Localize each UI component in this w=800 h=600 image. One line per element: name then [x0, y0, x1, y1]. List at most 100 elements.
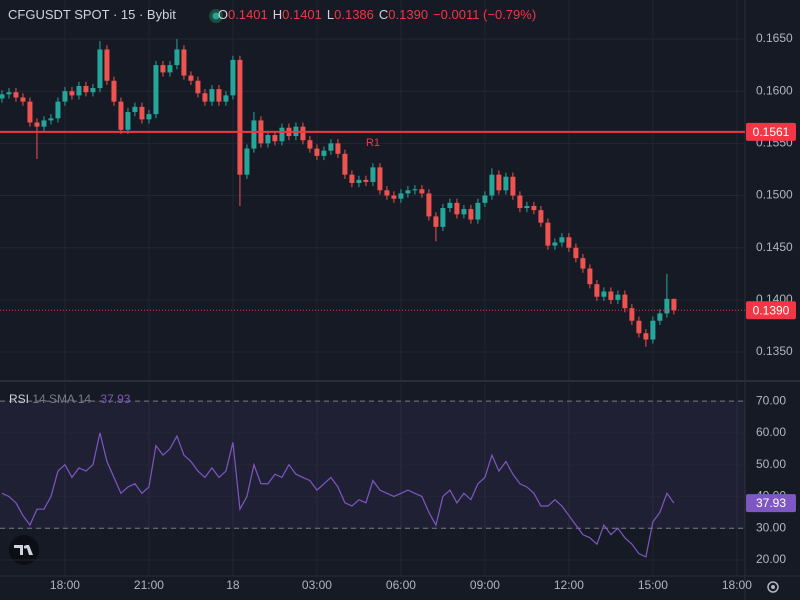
candle-body — [174, 49, 180, 66]
candle-body — [314, 148, 320, 156]
ohlc-label: H — [272, 7, 283, 22]
candle-body — [349, 174, 355, 184]
candle-body — [510, 176, 516, 196]
rsi-legend: RSI 14 SMA 14 37.93 — [9, 392, 130, 406]
candle-body — [153, 65, 159, 115]
candle-body — [650, 320, 656, 340]
candle-body — [125, 112, 131, 130]
candle-body — [468, 209, 474, 220]
candle-body — [566, 237, 572, 248]
settings-icon[interactable] — [767, 581, 779, 593]
tv-logo — [9, 535, 39, 565]
y-tick-label: 0.1500 — [756, 188, 793, 202]
candle-body — [426, 193, 432, 217]
candle-body — [601, 291, 607, 297]
x-tick-label: 09:00 — [470, 578, 500, 592]
legend-header: CFGUSDT SPOT · 15 · Bybit O 0.1401 H 0.140… — [8, 7, 536, 22]
candle-body — [111, 80, 117, 102]
level-name: R1 — [366, 137, 380, 149]
candle-body — [83, 85, 89, 93]
rsi-tag: 37.93 — [756, 496, 786, 510]
candle-body — [41, 120, 47, 127]
x-tick-label: 21:00 — [134, 578, 164, 592]
candle-body — [594, 284, 600, 297]
candle-body — [482, 195, 488, 203]
candle-body — [167, 65, 173, 73]
candle-body — [230, 59, 236, 96]
candle-body — [629, 308, 635, 321]
candle-body — [27, 101, 33, 123]
candle-body — [209, 89, 215, 102]
x-tick-label: 12:00 — [554, 578, 584, 592]
candle-body — [300, 126, 306, 141]
candle-body — [307, 140, 313, 149]
candle-body — [615, 294, 621, 300]
candle-body — [335, 143, 341, 154]
price-tag: 0.1390 — [753, 303, 790, 317]
y-tick-label: 60.00 — [756, 425, 786, 439]
candle-body — [6, 92, 12, 95]
candle-body — [356, 179, 362, 184]
candle-body — [20, 97, 26, 102]
candle-body — [118, 101, 124, 130]
y-tick-label: 20.00 — [756, 552, 786, 566]
candle-body — [132, 106, 138, 113]
candle-body — [216, 89, 222, 102]
candle-body — [433, 216, 439, 227]
candle-body — [272, 135, 278, 142]
candle-body — [657, 313, 663, 321]
y-tick-label: 0.1450 — [756, 240, 793, 254]
candle-body — [622, 294, 628, 309]
candle-body — [97, 49, 103, 89]
rsi-params: 14 SMA 14 — [32, 392, 92, 406]
candle-body — [0, 94, 5, 99]
ohlc-label: C — [378, 7, 389, 22]
candle-body — [503, 176, 509, 191]
candle-body — [559, 237, 565, 243]
candle-body — [524, 205, 530, 209]
candle-body — [440, 208, 446, 227]
y-tick-label: 0.1600 — [756, 83, 793, 97]
candle-body — [265, 135, 271, 144]
price-tag-bg — [746, 301, 796, 320]
candle-body — [517, 195, 523, 209]
candle-body — [55, 101, 61, 119]
candle-body — [104, 49, 110, 81]
candle-body — [419, 189, 425, 194]
ohlc-value: 0.1386 — [334, 7, 374, 22]
ohlc-value: 0.1390 — [388, 7, 429, 22]
candle-body — [496, 174, 502, 191]
candle-body — [139, 106, 145, 120]
candle-body — [342, 153, 348, 175]
ohlc-label: L — [326, 7, 335, 22]
candle-body — [475, 202, 481, 220]
candle-body — [48, 118, 54, 121]
rsi-tag-bg — [746, 494, 796, 513]
y-tick-label: 70.00 — [756, 393, 786, 407]
candle-body — [76, 85, 82, 96]
candle-body — [398, 193, 404, 199]
candle-body — [69, 91, 75, 96]
candle-body — [363, 179, 369, 182]
x-tick-label: 18:00 — [722, 578, 752, 592]
x-tick-label: 18:00 — [50, 578, 80, 592]
candle-body — [461, 209, 467, 215]
y-tick-label: 50.00 — [756, 457, 786, 471]
candle-body — [279, 127, 285, 142]
candle-body — [552, 242, 558, 246]
candle-body — [251, 120, 257, 149]
ohlc-label: O — [217, 7, 228, 22]
candle-body — [608, 291, 614, 300]
candle-body — [412, 189, 418, 191]
change: −0.0011 (−0.79%) — [433, 7, 537, 22]
y-tick-label: 0.1350 — [756, 344, 793, 358]
candle-body — [489, 174, 495, 196]
candle-body — [34, 122, 40, 127]
candle-body — [195, 80, 201, 94]
candle-body — [377, 167, 383, 191]
candle-body — [587, 268, 593, 285]
y-tick-label: 0.1650 — [756, 31, 793, 45]
level-tag: 0.1561 — [753, 125, 790, 139]
